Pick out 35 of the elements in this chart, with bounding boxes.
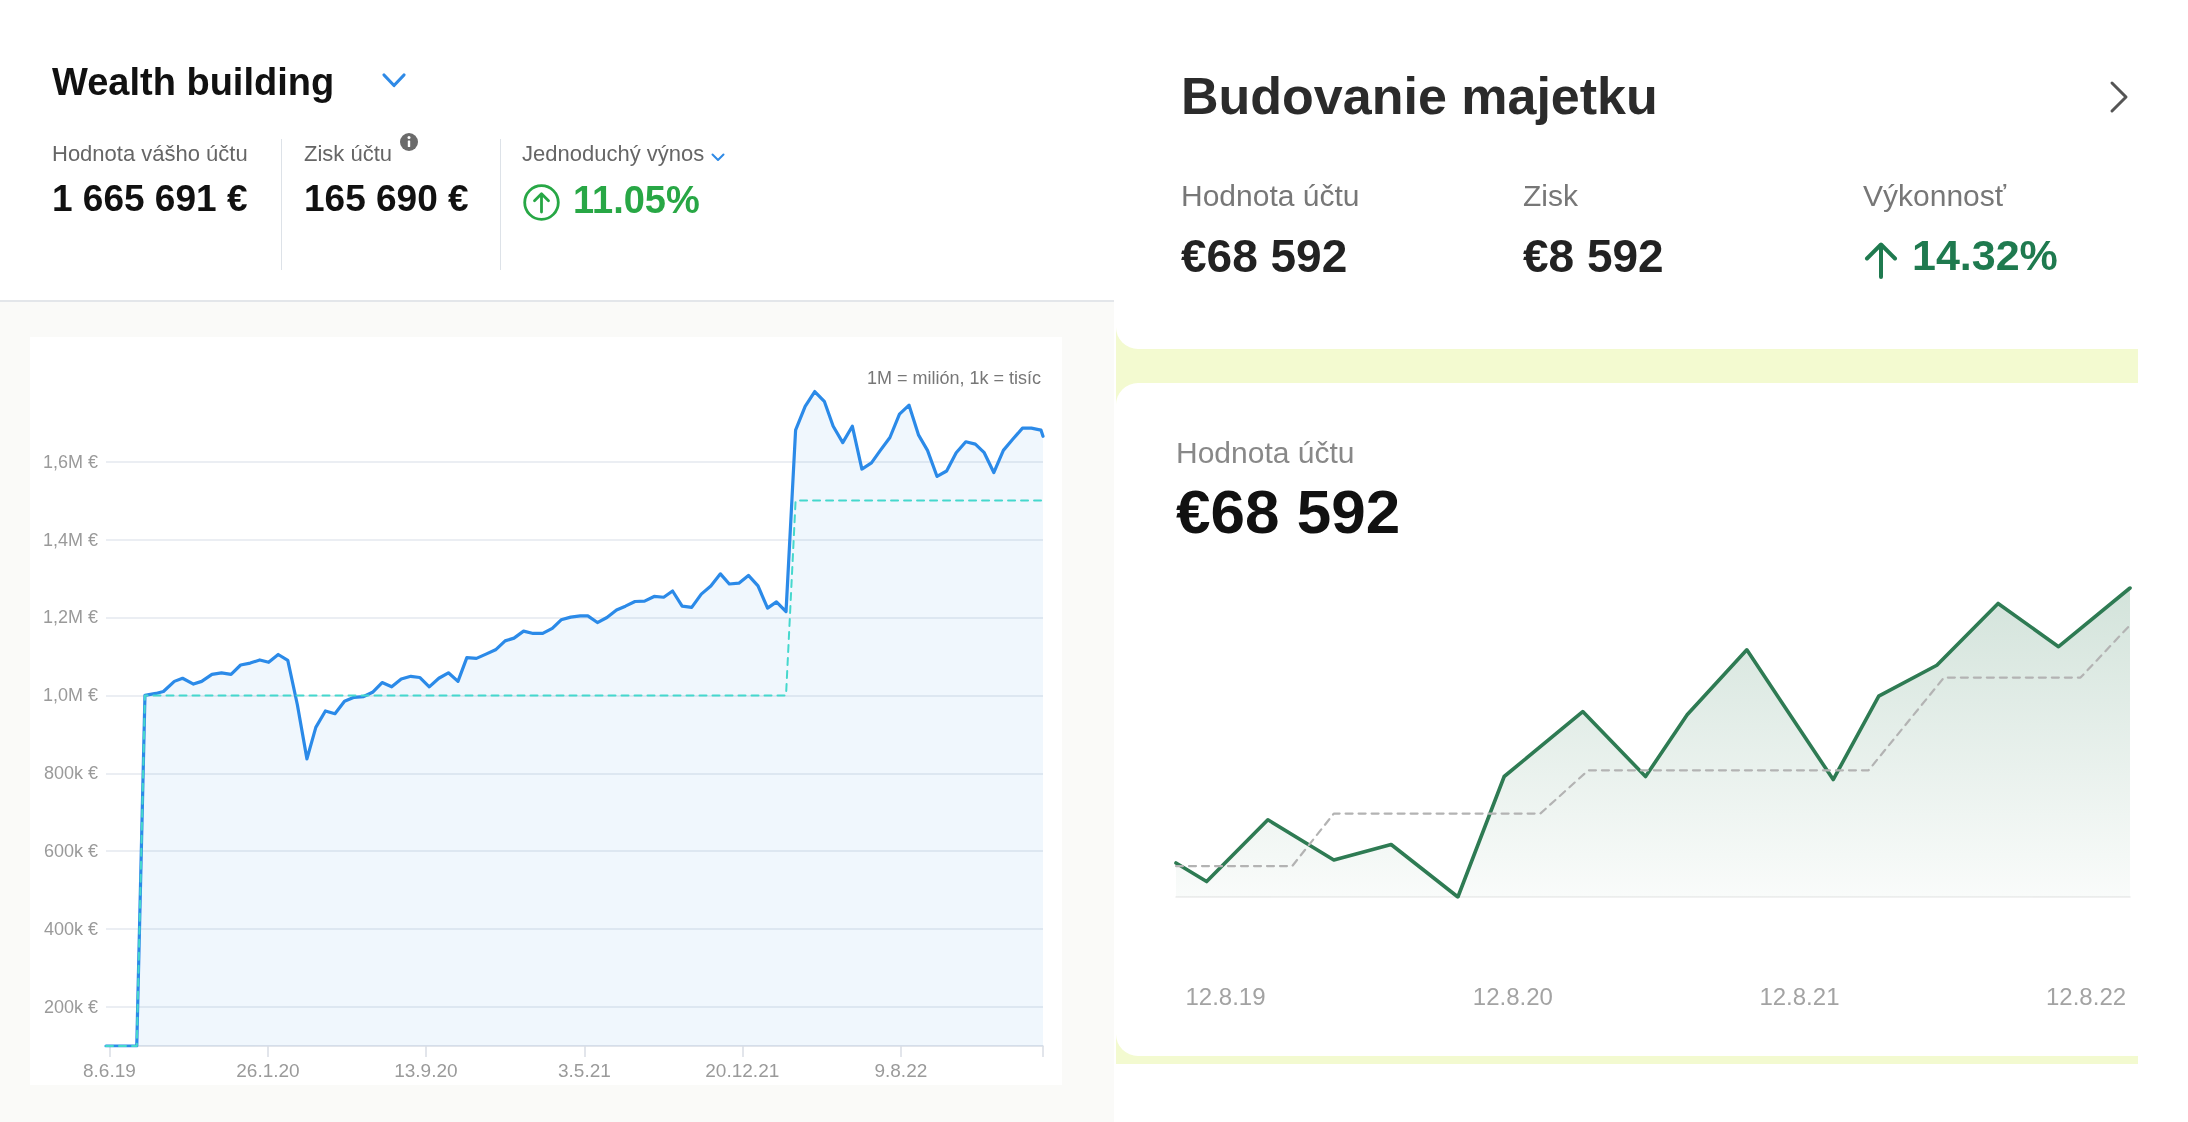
annotation: 1M = milión, 1k = tisíc (866, 368, 1041, 388)
x-tick-label: 3.5.21 (558, 1060, 611, 1081)
text: Hodnota vášho účtu (52, 141, 248, 166)
x-tick-label: 26.1.20 (236, 1060, 300, 1081)
text: Zisk (1523, 179, 1578, 212)
y-tick-label: 1,0M € (42, 685, 98, 706)
text: €68 592 (1181, 230, 1348, 282)
text: €68 592 (1176, 477, 1401, 546)
x-tick-label: 9.8.22 (874, 1060, 928, 1081)
x-tick-label: 13.9.20 (394, 1060, 458, 1081)
y-tick-label: 1,2M € (42, 607, 98, 628)
x-tick-label: 12.8.20 (1472, 982, 1553, 1010)
text: Jednoduchý výnos (522, 141, 705, 166)
x-tick-label: 12.8.21 (1759, 982, 1840, 1010)
chart-title: Wealth building (52, 61, 335, 103)
y-tick-label: 200k € (43, 997, 98, 1018)
x-tick-label: 8.6.19 (83, 1060, 136, 1081)
text: 165 690 € (304, 178, 469, 219)
text: Výkonnosť (1863, 179, 2006, 212)
x-tick-label: 20.12.21 (705, 1060, 780, 1081)
text: Zisk účtu (304, 141, 393, 166)
x-tick-label: 12.8.22 (2045, 982, 2127, 1010)
text: Hodnota účtu (1176, 436, 1355, 469)
x-tick-label: 12.8.19 (1185, 982, 1266, 1010)
y-tick-label: 400k € (43, 919, 98, 940)
text: 11.05% (573, 179, 700, 221)
text: Hodnota účtu (1181, 179, 1360, 212)
y-tick-label: 1,4M € (42, 529, 98, 550)
chart-title: Budovanie majetku (1181, 67, 1658, 125)
y-tick-label: 600k € (43, 841, 98, 862)
y-tick-label: 1,6M € (42, 451, 98, 472)
text: 14.32% (1912, 231, 2058, 279)
text: 1 665 691 € (52, 178, 248, 219)
text: €8 592 (1523, 230, 1664, 282)
y-tick-label: 800k € (43, 763, 98, 784)
